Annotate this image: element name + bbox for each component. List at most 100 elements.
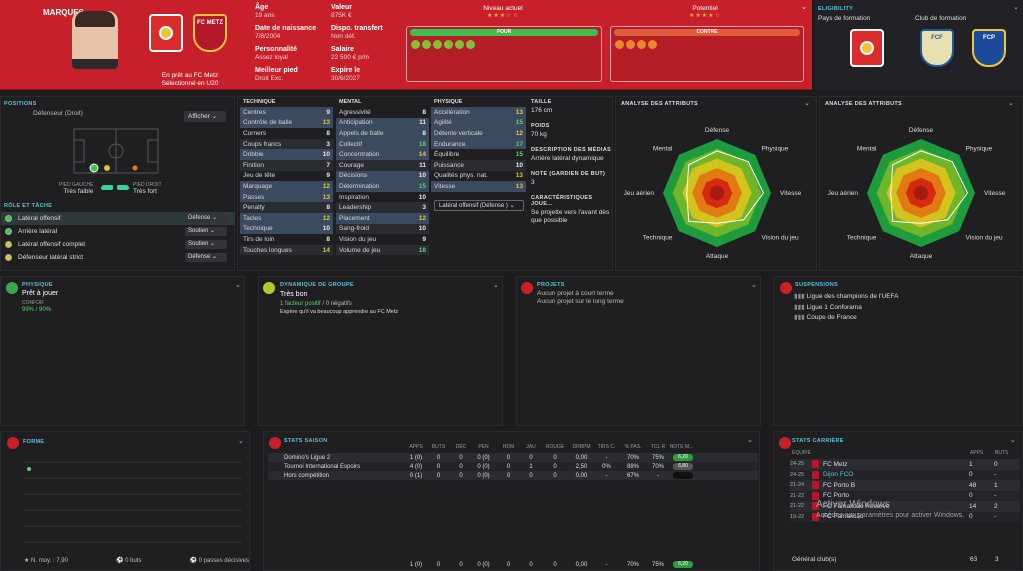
chevron-down-icon[interactable]: ⌄ [804,100,810,107]
attribute-row[interactable]: Accélération 13 [431,107,526,118]
attribute-row[interactable]: Jeu de tête 9 [240,171,333,182]
season-title[interactable]: STATS SAISON [284,438,328,444]
condition-title[interactable]: PHYSIQUE [22,282,53,288]
attribute-row[interactable]: Anticipation 11 [336,117,429,129]
attribute-row[interactable]: Contrôle de balle 13 [240,117,333,129]
chevron-down-icon[interactable]: ⌄ [493,282,499,289]
attribute-row[interactable]: Leadership 3 [336,202,429,213]
attribute-row[interactable]: Coups francs 3 [240,138,333,150]
season-row[interactable]: Hors compétition 0 (1) 0 0 0 (0) 0 0 0 0,00 - 67% - [268,471,758,480]
attribute-row[interactable]: Équilibre 15 [431,149,526,160]
attribute-row[interactable]: Détermination 15 [336,181,429,192]
attribute-value: 9 [422,235,426,243]
attribute-row[interactable]: Centres 9 [240,107,333,118]
career-row[interactable]: 21-24 FC Porto B 48 1 [790,480,1020,491]
form-title[interactable]: FORME [23,439,45,445]
trait-icon[interactable] [411,40,420,49]
trait-icon[interactable] [422,40,431,49]
duty-dropdown[interactable]: Défense ⌄ [185,253,227,262]
career-row[interactable]: 21-22 FC Porto 0 - [790,490,1020,501]
nation-flag-icon[interactable] [149,14,183,52]
attribute-row[interactable]: Appels de balle 8 [336,128,429,139]
role-select-dropdown[interactable]: Latéral offensif (Défense ) ⌄ [434,200,524,211]
eligibility-title[interactable]: ELIGIBILITY [818,6,854,12]
chevron-down-icon[interactable]: ⌄ [1010,437,1016,444]
career-title[interactable]: STATS CARRIÈRE [792,438,844,444]
attribute-row[interactable]: Puissance 10 [431,159,526,171]
positive-factors[interactable]: 1 facteur positif [280,301,321,307]
porto-crest-icon[interactable]: FCP [972,29,1006,67]
attribute-row[interactable]: Qualités phys. nat. 13 [431,171,526,182]
season-col-header: PEN [478,444,489,450]
attribute-row[interactable]: Agressivité 8 [336,107,429,118]
trait-icon[interactable] [444,40,453,49]
position-unconvincing[interactable] [132,165,138,171]
weak-trait-icon[interactable] [637,40,646,49]
attribute-row[interactable]: Décisions 10 [336,170,429,182]
season-row[interactable]: Domino's Ligue 2 1 (0) 0 0 0 (0) 0 0 0 0,00 - 70% 7… [268,453,758,462]
attribute-row[interactable]: Courage 11 [336,159,429,171]
weak-trait-icon[interactable] [648,40,657,49]
attribute-row[interactable]: Marquage 12 [240,181,333,192]
attribute-row[interactable]: Technique 10 [240,223,333,235]
attribute-row[interactable]: Finition 7 [240,159,333,171]
duty-dropdown[interactable]: Soutien ⌄ [185,240,227,249]
attribute-row[interactable]: Inspiration 10 [336,192,429,203]
show-dropdown[interactable]: Afficher ⌄ [184,111,226,122]
position-natural[interactable] [89,163,99,173]
chevron-down-icon[interactable]: ⌄ [747,437,753,444]
attribute-row[interactable]: Placement 12 [336,212,429,224]
role-row[interactable]: Défenseur latéral strict Défense ⌄ [1,251,235,264]
attribute-row[interactable]: Sang-froid 10 [336,223,429,235]
attribute-row[interactable]: Passes 13 [240,191,333,203]
attribute-row[interactable]: Détente verticale 12 [431,128,526,139]
weak-trait-icon[interactable] [626,40,635,49]
trait-icon[interactable] [455,40,464,49]
role-row[interactable]: Latéral offensif complet Soutien ⌄ [1,238,235,251]
attribute-row[interactable]: Penalty 8 [240,202,333,213]
trait-icon[interactable] [433,40,442,49]
famalicao-crest-icon[interactable]: FCF [920,29,954,67]
trait-icon[interactable] [466,40,475,49]
attribute-row[interactable]: Vitesse 13 [431,181,526,192]
attribute-row[interactable]: Volume de jeu 18 [336,244,429,256]
chevron-down-icon[interactable]: ⌄ [1008,100,1014,107]
attribute-value: 15 [418,182,426,190]
attribute-row[interactable]: Corners 8 [240,128,333,139]
form-point[interactable] [27,467,31,471]
attribute-row[interactable]: Dribble 10 [240,149,333,160]
avg-rating: ★ N. moy. : 7,90 [24,557,68,564]
season-row[interactable]: Tournoi International Espoirs 4 (0) 0 0 0 (0… [268,462,758,471]
chevron-down-icon[interactable]: ⌄ [238,438,244,445]
radar-ring [913,185,929,201]
projects-title[interactable]: PROJETS [537,282,565,288]
roles-title: RÔLE ET TÂCHE [4,203,53,209]
chevron-down-icon[interactable]: ⌄ [235,282,241,289]
career-row[interactable]: 19-22 FC Famalicão 0 - [790,511,1020,522]
position-competent[interactable] [104,165,110,171]
attribute-row[interactable]: Collectif 18 [336,138,429,150]
attribute-row[interactable]: Tirs de loin 8 [240,234,333,245]
duty-dropdown[interactable]: Soutien ⌄ [185,227,227,236]
attribute-radar-chart: Défense Physique Vitesse Vision du jeu Attaq… [828,127,1006,260]
attribute-row[interactable]: Tacles 12 [240,212,333,224]
duty-dropdown[interactable]: Défense ⌄ [185,214,227,223]
attribute-row[interactable]: Vision du jeu 9 [336,234,429,245]
attribute-row[interactable]: Agilité 15 [431,117,526,129]
role-row[interactable]: Arrière latéral Soutien ⌄ [1,225,235,238]
attribute-row[interactable]: Endurance 17 [431,138,526,150]
role-row[interactable]: Latéral offensif Défense ⌄ [1,212,235,225]
attribute-row[interactable]: Concentration 14 [336,149,429,160]
career-row[interactable]: 21-22 FC Famalicão Reserve 14 2 [790,501,1020,512]
chevron-down-icon[interactable]: ⌄ [751,282,757,289]
dynamics-title[interactable]: DYNAMIQUE DE GROUPE [280,282,354,288]
weak-trait-icon[interactable] [615,40,624,49]
career-row[interactable]: 24-25 FC Metz 1 0 [790,459,1020,470]
attribute-row[interactable]: Touches longues 14 [240,244,333,256]
training-nation-flag-icon[interactable] [850,29,884,67]
club-crest-icon[interactable]: FC METZ [193,14,227,52]
pitch-diagram [73,128,159,174]
chevron-down-icon[interactable]: ⌄ [801,4,807,11]
career-row[interactable]: 24-25 Dijon FCO 0 - [790,469,1020,480]
chevron-down-icon[interactable]: ⌄ [1013,4,1019,11]
